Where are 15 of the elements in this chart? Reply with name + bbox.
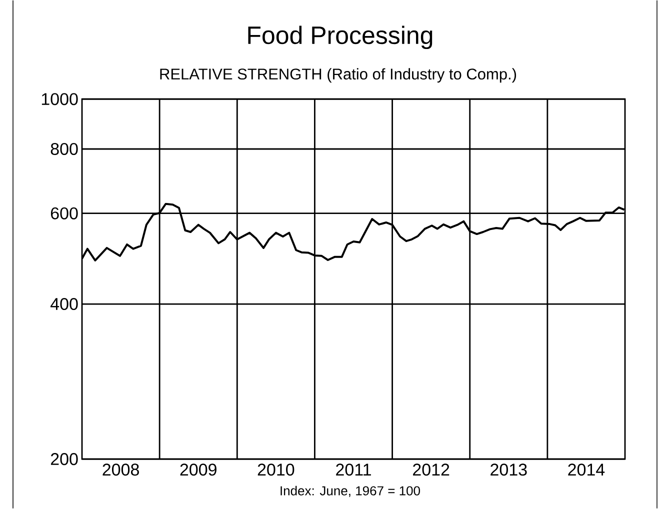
x-tick-label: 2008 bbox=[102, 464, 139, 476]
x-tick-label: 2011 bbox=[336, 464, 371, 476]
y-tick-label: 400 bbox=[50, 298, 78, 310]
chart-title: Food Processing bbox=[248, 26, 432, 50]
text: Index: June, 1967 = 100 bbox=[280, 486, 420, 498]
y-tick-label: 200 bbox=[50, 453, 78, 466]
x-tick-label: 2014 bbox=[568, 464, 605, 476]
x-tick-label: 2013 bbox=[490, 464, 527, 476]
y-tick-label: 600 bbox=[50, 207, 78, 220]
y-tick-label: 1000 bbox=[42, 93, 78, 106]
x-tick-label: 2010 bbox=[258, 464, 294, 476]
y-tick-label: 800 bbox=[50, 143, 78, 156]
x-tick-label: 2009 bbox=[180, 464, 216, 476]
x-tick-label: 2012 bbox=[413, 464, 450, 476]
chart-subtitle: RELATIVE STRENGTH (Ratio of Industry to Comp.) bbox=[160, 68, 516, 83]
